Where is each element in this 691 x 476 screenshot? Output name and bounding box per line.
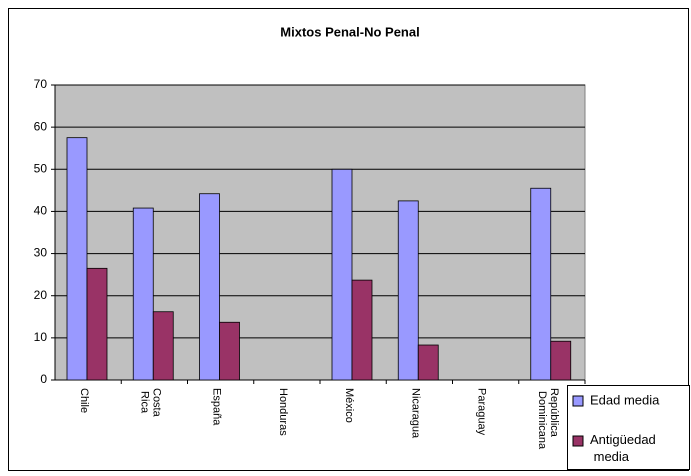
bar: [550, 340, 572, 381]
bar: [351, 279, 373, 381]
y-tick-label: 70: [34, 77, 48, 91]
bar: [417, 344, 439, 381]
bar: [152, 311, 174, 381]
y-tick-label: 40: [34, 204, 48, 218]
legend-label: Edad media: [590, 392, 660, 407]
x-tick-label: República Dominicana: [536, 388, 560, 450]
bar: [219, 321, 240, 381]
x-tick-label: Nicaragua: [409, 388, 421, 439]
bar: [530, 187, 552, 381]
bar: [86, 267, 108, 381]
legend-swatch: [572, 435, 584, 447]
y-tick-label: 20: [34, 288, 48, 302]
x-tick-label: Chile: [78, 388, 90, 413]
y-tick-label: 60: [34, 119, 48, 133]
legend-swatch: [572, 395, 584, 407]
bar: [66, 137, 88, 381]
y-tick-label: 30: [34, 246, 48, 260]
chart-title: Mixtos Penal-No Penal: [280, 24, 419, 39]
y-tick-label: 10: [34, 330, 48, 344]
bar: [331, 168, 353, 381]
x-tick-label: México: [343, 388, 355, 423]
x-tick-label: Honduras: [277, 388, 289, 436]
x-tick-label: Paraguay: [476, 388, 488, 436]
legend-label: Antigüedad media: [590, 432, 656, 464]
x-tick-label: Costa Rica: [138, 388, 162, 418]
bar: [199, 193, 220, 381]
bar: [132, 207, 154, 381]
y-tick-label: 0: [40, 372, 47, 386]
y-tick-label: 50: [34, 161, 48, 175]
bar: [397, 200, 419, 381]
legend-box: [567, 385, 690, 470]
x-tick-label: España: [211, 388, 223, 426]
